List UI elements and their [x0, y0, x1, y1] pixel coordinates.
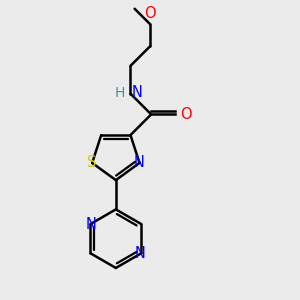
Text: N: N — [86, 217, 97, 232]
Text: S: S — [88, 155, 97, 170]
Text: H: H — [114, 86, 124, 100]
Text: O: O — [144, 6, 156, 21]
Text: N: N — [134, 155, 145, 170]
Text: N: N — [135, 246, 146, 261]
Text: N: N — [131, 85, 142, 100]
Text: O: O — [180, 107, 192, 122]
